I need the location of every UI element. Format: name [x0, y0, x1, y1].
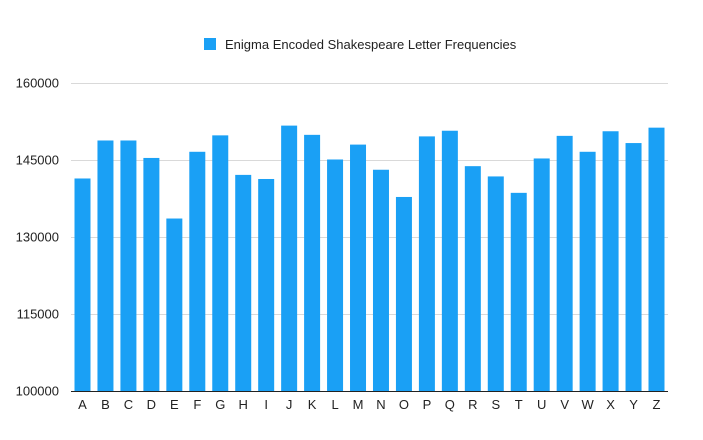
- x-tick-label: X: [606, 397, 615, 412]
- x-tick-label: C: [124, 397, 133, 412]
- bar-v: [556, 135, 573, 391]
- y-tick-label: 160000: [16, 76, 59, 91]
- x-tick-label: B: [101, 397, 110, 412]
- x-tick-label: I: [264, 397, 268, 412]
- x-tick-label: N: [376, 397, 385, 412]
- x-tick-label: V: [560, 397, 569, 412]
- legend-swatch: [204, 38, 216, 50]
- bar-b: [97, 140, 114, 391]
- bar-c: [120, 140, 137, 391]
- x-tick-label: G: [215, 397, 225, 412]
- bar-t: [510, 192, 527, 391]
- x-tick-label: L: [331, 397, 338, 412]
- bar-d: [143, 157, 160, 391]
- bar-n: [372, 169, 389, 391]
- x-tick-label: O: [399, 397, 409, 412]
- bar-a: [74, 178, 91, 391]
- bar-w: [579, 151, 596, 391]
- x-tick-label: Q: [445, 397, 455, 412]
- bar-e: [166, 218, 183, 391]
- bar-p: [418, 136, 435, 391]
- bar-h: [235, 174, 252, 391]
- x-tick-label: R: [468, 397, 477, 412]
- y-tick-label: 145000: [16, 153, 59, 168]
- bar-x: [602, 131, 619, 391]
- legend: Enigma Encoded Shakespeare Letter Freque…: [204, 36, 516, 52]
- x-tick-label: H: [239, 397, 248, 412]
- x-tick-label: Z: [653, 397, 661, 412]
- bar-o: [395, 196, 412, 391]
- bar-g: [212, 135, 229, 391]
- x-tick-label: A: [78, 397, 87, 412]
- x-tick-label: K: [308, 397, 317, 412]
- bar-q: [441, 130, 458, 392]
- bar-j: [281, 125, 298, 392]
- bar-z: [648, 127, 665, 391]
- x-tick-label: S: [491, 397, 500, 412]
- legend-label: Enigma Encoded Shakespeare Letter Freque…: [225, 36, 517, 52]
- bar-i: [258, 178, 275, 391]
- y-tick-label: 115000: [17, 307, 59, 322]
- x-tick-label: J: [286, 397, 293, 412]
- x-tick-label: Y: [629, 397, 638, 412]
- x-tick-label: T: [515, 397, 523, 412]
- x-tick-label: F: [193, 397, 201, 412]
- x-tick-label: E: [170, 397, 179, 412]
- bar-u: [533, 158, 550, 391]
- bar-l: [327, 159, 344, 391]
- x-tick-label: W: [581, 397, 594, 412]
- x-tick-label: P: [423, 397, 432, 412]
- y-tick-label: 130000: [16, 230, 59, 245]
- x-tick-label: U: [537, 397, 546, 412]
- x-tick-label: D: [147, 397, 156, 412]
- y-tick-label: 100000: [16, 384, 59, 399]
- bar-k: [304, 134, 321, 391]
- bar-s: [487, 176, 504, 391]
- bar-f: [189, 151, 206, 391]
- bar-m: [350, 144, 367, 391]
- x-tick-label: M: [353, 397, 364, 412]
- bar-y: [625, 143, 642, 391]
- bar-r: [464, 166, 481, 391]
